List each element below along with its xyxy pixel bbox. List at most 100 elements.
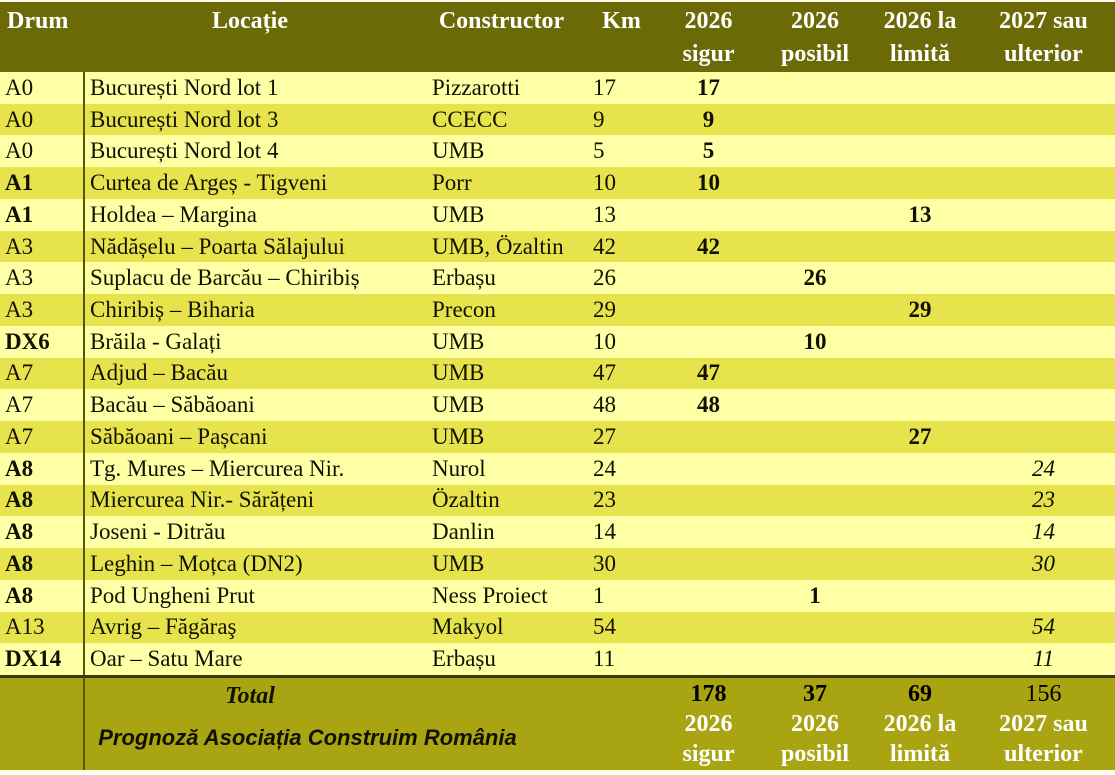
cell-2026-la-limita <box>868 167 972 199</box>
cell-constructor: Makyol <box>432 614 504 640</box>
cell-2027-ulterior <box>972 199 1115 231</box>
cell-2026-la-limita: 27 <box>908 423 932 449</box>
table-row: A3 Suplacu de Barcău – Chiribiș Erbașu 26 26 <box>0 262 1115 295</box>
cell-2027-ulterior <box>972 72 1115 104</box>
cell-constructor: UMB <box>432 392 485 418</box>
table-row: DX6 Brăila - Galați UMB 10 10 <box>0 325 1115 358</box>
cell-drum: A1 <box>0 167 85 199</box>
cell-2027-ulterior: 30 <box>1032 550 1055 576</box>
column-header-km-label: Km <box>602 8 641 34</box>
cell-2026-sigur <box>655 580 762 612</box>
cell-km: 13 <box>593 201 616 227</box>
column-header-constructor: Constructor <box>415 2 588 72</box>
table-row: A0 București Nord lot 3 CCECC 9 9 <box>0 103 1115 136</box>
table-row: A7 Adjud – Bacău UMB 47 47 <box>0 357 1115 390</box>
table-row: A3 Chiribiș – Biharia Precon 29 29 <box>0 294 1115 326</box>
column-header-2027-ulterior: 2027 sau ulterior <box>972 2 1115 72</box>
cell-2026-posibil <box>762 421 868 453</box>
cell-2026-posibil <box>762 485 868 517</box>
cell-drum: A8 <box>0 484 85 517</box>
cell-2026-sigur: 42 <box>697 233 720 259</box>
cell-constructor: Pizzarotti <box>432 74 521 100</box>
cell-2026-la-limita <box>868 231 972 263</box>
cell-2026-posibil <box>762 612 868 644</box>
cell-2026-posibil <box>762 643 868 675</box>
cell-2026-la-limita <box>868 262 972 294</box>
cell-2026-sigur: 10 <box>697 170 720 196</box>
total-value-sigur: 178 <box>690 681 727 707</box>
cell-km: 42 <box>593 233 616 259</box>
table-row: A7 Bacău – Săbăoani UMB 48 48 <box>0 389 1115 422</box>
column-header-2026-la-limita: 2026 la limită <box>868 2 972 72</box>
table-row: A8 Pod Ungheni Prut Ness Proiect 1 1 <box>0 579 1115 612</box>
table-row: A13 Avrig – Făgăraş Makyol 54 54 <box>0 611 1115 644</box>
footer-total-2027-ulterior: 156 2027 sau ulterior <box>972 678 1115 770</box>
cell-constructor: UMB <box>432 550 485 576</box>
cell-2026-posibil <box>762 389 868 421</box>
footer-label-posibil-line2: posibil <box>780 741 850 767</box>
footer-label-la-limita-line1: 2026 la <box>883 711 957 737</box>
cell-drum: A3 <box>0 294 85 326</box>
cell-km: 27 <box>593 423 616 449</box>
cell-km: 17 <box>593 74 616 100</box>
cell-locatie: Bacău – Săbăoani <box>90 392 255 418</box>
column-header-km: Km <box>588 2 655 72</box>
total-value-la-limita: 69 <box>908 681 932 707</box>
footer-label-posibil-line1: 2026 <box>791 711 839 737</box>
cell-locatie: Curtea de Argeș - Tigveni <box>90 170 328 196</box>
cell-drum: DX6 <box>0 325 85 358</box>
cell-2026-sigur <box>655 516 762 548</box>
total-label: Total <box>225 683 275 709</box>
cell-constructor: UMB <box>432 360 485 386</box>
cell-locatie: Joseni - Ditrău <box>90 519 226 545</box>
cell-2026-posibil <box>762 548 868 580</box>
cell-2027-ulterior <box>972 135 1115 167</box>
cell-drum: A8 <box>0 452 85 485</box>
column-header-2026-posibil-line1: 2026 <box>791 8 839 34</box>
cell-drum: DX14 <box>0 643 85 675</box>
table-row: A0 București Nord lot 1 Pizzarotti 17 17 <box>0 72 1115 104</box>
cell-2026-sigur: 17 <box>697 74 720 100</box>
cell-2026-posibil <box>762 199 868 231</box>
table-row: A8 Tg. Mures – Miercurea Nir. Nurol 24 24 <box>0 452 1115 485</box>
cell-2026-la-limita <box>868 72 972 104</box>
footer-label-ulterior-line2: ulterior <box>1004 741 1083 767</box>
cell-drum: A7 <box>0 389 85 422</box>
cell-km: 24 <box>593 455 616 481</box>
cell-2026-posibil <box>762 104 868 136</box>
cell-2026-sigur <box>655 294 762 326</box>
cell-locatie: Pod Ungheni Prut <box>90 582 255 608</box>
cell-2026-sigur <box>655 199 762 231</box>
cell-drum: A0 <box>0 72 85 104</box>
cell-locatie: Leghin – Moțca (DN2) <box>90 550 303 576</box>
cell-2027-ulterior: 23 <box>1032 487 1055 513</box>
cell-2026-sigur: 9 <box>702 106 715 132</box>
cell-2026-la-limita <box>868 485 972 517</box>
cell-drum: A0 <box>0 135 85 168</box>
column-header-constructor-label: Constructor <box>438 8 565 34</box>
column-header-drum: Drum <box>0 2 85 72</box>
cell-km: 9 <box>593 106 605 132</box>
cell-2026-posibil <box>762 231 868 263</box>
footer-label-la-limita-line2: limită <box>890 741 950 767</box>
cell-2026-sigur <box>655 548 762 580</box>
cell-2027-ulterior: 14 <box>1032 519 1055 545</box>
cell-drum: A8 <box>0 579 85 612</box>
column-header-2026-sigur-line2: sigur <box>682 41 735 67</box>
table-body: A0 București Nord lot 1 Pizzarotti 17 17 A0 Bu… <box>0 72 1115 675</box>
cell-2026-la-limita: 13 <box>908 201 932 227</box>
cell-km: 23 <box>593 487 616 513</box>
footer-left-cell: Total Prognoză Asociația Construim Român… <box>85 678 655 770</box>
table-row: DX14 Oar – Satu Mare Erbașu 11 11 <box>0 643 1115 675</box>
cell-2027-ulterior <box>972 326 1115 358</box>
cell-constructor: Erbașu <box>432 265 496 291</box>
cell-drum: A8 <box>0 548 85 580</box>
table-row: A8 Leghin – Moțca (DN2) UMB 30 30 <box>0 548 1115 580</box>
cell-2026-posibil <box>762 358 868 390</box>
column-header-2026-posibil-line2: posibil <box>780 41 850 67</box>
table-row: A1 Holdea – Margina UMB 13 13 <box>0 198 1115 231</box>
table-row: A8 Joseni - Ditrău Danlin 14 14 <box>0 516 1115 549</box>
cell-km: 47 <box>593 360 616 386</box>
cell-2027-ulterior <box>972 580 1115 612</box>
table-row: A3 Nădășelu – Poarta Sălajului UMB, Özalti… <box>0 230 1115 263</box>
